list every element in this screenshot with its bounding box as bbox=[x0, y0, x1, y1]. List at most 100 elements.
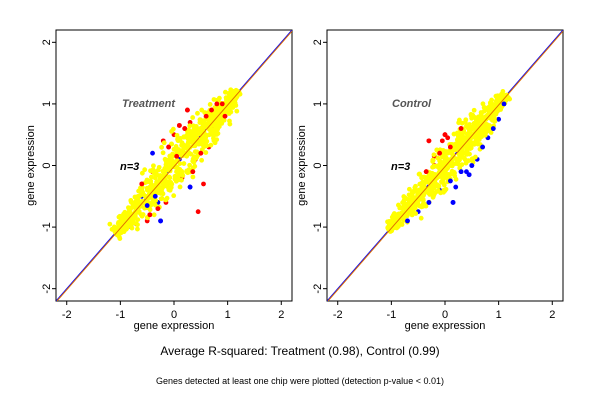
blue-point bbox=[158, 218, 163, 224]
yellow-point bbox=[181, 161, 187, 166]
x-tick-label: -1 bbox=[115, 309, 125, 321]
yellow-point bbox=[206, 132, 212, 138]
yellow-point bbox=[478, 110, 484, 115]
r-squared-caption: Average R-squared: Treatment (0.98), Con… bbox=[160, 344, 440, 358]
yellow-point bbox=[140, 190, 146, 195]
yellow-point bbox=[216, 124, 222, 129]
yellow-point bbox=[440, 148, 446, 153]
yellow-point bbox=[153, 198, 159, 203]
yellow-point bbox=[419, 174, 425, 180]
yellow-point bbox=[211, 135, 216, 141]
yellow-point bbox=[169, 141, 175, 147]
yellow-point bbox=[188, 139, 194, 145]
yellow-point bbox=[431, 164, 437, 170]
y-tick-label: 2 bbox=[312, 39, 324, 45]
x-axis-label: gene expression bbox=[134, 320, 215, 332]
y-tick-label: -2 bbox=[41, 284, 53, 294]
yellow-point bbox=[233, 94, 239, 100]
yellow-point bbox=[160, 168, 166, 174]
red-point bbox=[139, 181, 145, 187]
red-point bbox=[190, 169, 196, 175]
yellow-point bbox=[490, 101, 495, 107]
diagonal-orange-line bbox=[327, 30, 563, 301]
red-point bbox=[439, 138, 445, 144]
yellow-point bbox=[480, 101, 486, 107]
yellow-point bbox=[191, 154, 197, 160]
yellow-point bbox=[184, 168, 190, 174]
yellow-point bbox=[122, 209, 128, 215]
x-tick-label: 1 bbox=[496, 309, 502, 321]
yellow-point bbox=[394, 225, 400, 231]
yellow-point bbox=[175, 136, 180, 142]
yellow-point bbox=[190, 115, 196, 120]
yellow-point bbox=[230, 105, 236, 110]
red-point bbox=[147, 212, 153, 218]
yellow-point bbox=[495, 99, 501, 105]
sample-count-label: n=3 bbox=[120, 161, 139, 173]
plot-area bbox=[327, 30, 563, 301]
yellow-point bbox=[203, 150, 209, 155]
blue-point bbox=[458, 169, 464, 175]
yellow-point bbox=[195, 110, 200, 116]
yellow-point bbox=[437, 158, 443, 164]
blue-point bbox=[490, 126, 496, 131]
yellow-point bbox=[138, 186, 144, 191]
yellow-point bbox=[187, 123, 193, 129]
yellow-point bbox=[396, 202, 401, 208]
yellow-point bbox=[410, 190, 416, 196]
sample-count-label: n=3 bbox=[391, 161, 410, 173]
red-point bbox=[195, 209, 201, 215]
yellow-point bbox=[412, 205, 418, 210]
yellow-point bbox=[456, 120, 462, 126]
yellow-point bbox=[400, 205, 405, 211]
yellow-point bbox=[158, 196, 164, 202]
yellow-point bbox=[190, 174, 196, 180]
yellow-point bbox=[171, 193, 177, 199]
yellow-point bbox=[165, 181, 171, 187]
panel-title: Treatment bbox=[122, 98, 176, 110]
yellow-point bbox=[135, 226, 140, 232]
yellow-point bbox=[227, 118, 232, 124]
yellow-point bbox=[164, 195, 170, 201]
yellow-point bbox=[410, 194, 416, 200]
yellow-point bbox=[453, 176, 459, 182]
yellow-point bbox=[128, 198, 134, 204]
yellow-point bbox=[107, 221, 113, 227]
yellow-point bbox=[466, 151, 472, 157]
yellow-point bbox=[212, 128, 218, 134]
yellow-point bbox=[164, 159, 170, 165]
x-axis-label: gene expression bbox=[405, 320, 486, 332]
yellow-point bbox=[202, 142, 208, 148]
yellow-point bbox=[219, 109, 225, 115]
yellow-point bbox=[187, 144, 193, 150]
yellow-point bbox=[459, 133, 465, 139]
yellow-point bbox=[177, 184, 183, 190]
yellow-point bbox=[176, 148, 182, 154]
yellow-point bbox=[400, 200, 406, 205]
x-tick-label: 0 bbox=[442, 309, 448, 321]
yellow-point bbox=[160, 191, 166, 197]
yellow-point bbox=[127, 207, 133, 213]
yellow-point bbox=[449, 163, 454, 168]
red-point bbox=[437, 150, 443, 156]
yellow-point bbox=[495, 107, 501, 113]
yellow-point bbox=[167, 164, 173, 170]
red-point bbox=[174, 153, 180, 159]
yellow-point bbox=[385, 219, 390, 225]
yellow-point bbox=[234, 108, 240, 114]
y-tick-label: -2 bbox=[312, 284, 324, 294]
yellow-point bbox=[199, 107, 205, 113]
yellow-point bbox=[169, 129, 175, 134]
yellow-point bbox=[193, 124, 199, 129]
yellow-point bbox=[226, 105, 231, 111]
red-point bbox=[198, 150, 204, 156]
blue-point bbox=[496, 116, 502, 122]
yellow-point bbox=[144, 187, 150, 193]
blue-point bbox=[501, 101, 507, 107]
yellow-point bbox=[207, 102, 213, 107]
yellow-point bbox=[443, 175, 449, 181]
yellow-point bbox=[493, 93, 499, 99]
blue-point bbox=[187, 184, 193, 190]
yellow-point bbox=[468, 112, 474, 117]
yellow-point bbox=[420, 196, 426, 202]
